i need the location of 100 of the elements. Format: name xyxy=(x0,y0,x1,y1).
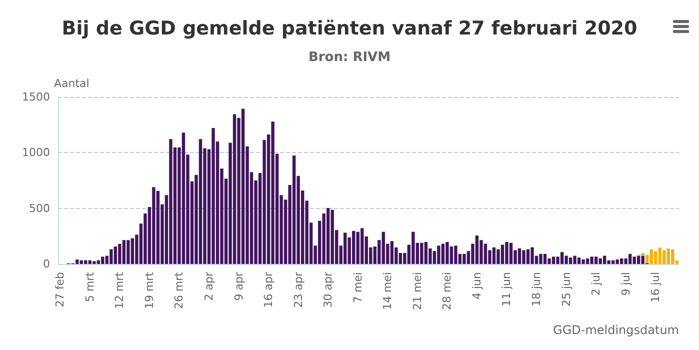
bar xyxy=(462,254,466,264)
x-tick-label: 16 jul xyxy=(649,272,662,303)
bar xyxy=(330,210,334,264)
x-axis-title: GGD-meldingsdatum xyxy=(553,323,680,337)
bar xyxy=(198,139,202,264)
chart-subtitle: Bron: RIVM xyxy=(308,50,391,65)
bar xyxy=(602,256,606,264)
x-tick-label: 9 apr xyxy=(232,272,246,301)
x-tick-label: 14 mei xyxy=(381,272,394,310)
bar xyxy=(420,242,424,264)
bar xyxy=(650,249,653,264)
bar xyxy=(232,114,236,264)
bar xyxy=(666,248,670,264)
bar xyxy=(292,156,296,264)
bar xyxy=(539,254,542,264)
bar xyxy=(509,242,513,264)
bar xyxy=(586,258,590,264)
bar xyxy=(577,258,581,264)
bar xyxy=(526,249,530,264)
bar xyxy=(530,247,534,264)
y-tick-label: 1000 xyxy=(22,146,50,160)
bar xyxy=(437,246,440,264)
y-tick-label: 500 xyxy=(29,202,50,215)
y-tick-label: 0 xyxy=(43,258,50,270)
bar xyxy=(607,260,610,264)
bar xyxy=(130,238,134,264)
bar xyxy=(654,251,658,264)
x-tick-label: 9 jul xyxy=(619,272,632,296)
bar xyxy=(271,122,274,264)
x-tick-label: 27 feb xyxy=(54,272,67,308)
bar xyxy=(568,258,572,264)
bar xyxy=(352,230,356,264)
bar xyxy=(636,256,640,264)
x-tick-label: 19 mrt xyxy=(142,271,156,310)
x-tick-label: 28 mei xyxy=(440,272,454,310)
bar xyxy=(658,248,662,264)
x-tick-label: 12 mrt xyxy=(113,271,126,310)
bar xyxy=(624,258,628,264)
bar xyxy=(212,128,215,264)
y-axis-title: Aantal xyxy=(54,77,90,90)
bar xyxy=(454,246,458,264)
bar xyxy=(543,254,547,264)
x-tick-label: 16 apr xyxy=(262,272,276,308)
bar xyxy=(122,240,126,264)
x-tick-label: 18 jun xyxy=(530,272,544,306)
x-tick-label: 26 mrt xyxy=(172,271,186,310)
bar xyxy=(616,259,619,264)
bar xyxy=(594,256,598,264)
bar xyxy=(641,256,644,264)
x-tick-label: 2 apr xyxy=(202,272,216,301)
bar xyxy=(441,244,445,264)
bar xyxy=(156,190,160,264)
bar xyxy=(560,252,564,264)
bar xyxy=(101,256,104,264)
bar xyxy=(484,244,488,264)
bar xyxy=(518,248,522,264)
x-tick-label: 30 apr xyxy=(322,272,335,308)
bar xyxy=(598,258,602,264)
bar xyxy=(505,242,508,264)
bar xyxy=(424,242,428,264)
x-tick-label: 11 jun xyxy=(500,272,514,306)
bar xyxy=(241,108,245,264)
bar xyxy=(382,232,385,264)
bar xyxy=(564,256,568,264)
bar xyxy=(522,250,526,264)
y-tick-label: 1500 xyxy=(22,90,50,104)
bar xyxy=(114,246,118,264)
bar xyxy=(548,258,551,264)
x-tick-label: 2 jul xyxy=(590,272,603,296)
x-tick-label: 23 apr xyxy=(292,272,305,308)
bar xyxy=(118,244,122,264)
bar xyxy=(360,228,364,264)
bar xyxy=(356,232,360,264)
bar xyxy=(344,232,347,264)
bar xyxy=(500,244,504,264)
bar xyxy=(573,256,576,264)
x-tick-label: 7 mei xyxy=(351,272,364,304)
x-tick-label: 5 mrt xyxy=(83,271,96,302)
bar xyxy=(110,249,113,264)
bar xyxy=(590,256,594,264)
bar xyxy=(92,261,96,264)
chart-title: Bij de GGD gemelde patiënten vanaf 27 februari 2020 xyxy=(62,18,638,40)
bar xyxy=(152,187,156,264)
x-tick-label: 4 jun xyxy=(470,272,484,300)
x-tick-label: 25 jun xyxy=(560,272,573,306)
bar xyxy=(628,254,632,264)
bar xyxy=(671,249,674,264)
bar xyxy=(126,240,130,264)
bar xyxy=(390,241,394,264)
x-tick-label: 21 mei xyxy=(410,272,424,310)
bar xyxy=(662,250,666,264)
bar xyxy=(412,232,415,264)
bar xyxy=(552,256,556,264)
bar xyxy=(326,208,330,264)
bar xyxy=(492,247,496,264)
bar xyxy=(475,236,479,264)
bar xyxy=(76,260,79,264)
bar xyxy=(446,242,449,264)
bar xyxy=(620,258,624,264)
bar xyxy=(582,259,585,264)
